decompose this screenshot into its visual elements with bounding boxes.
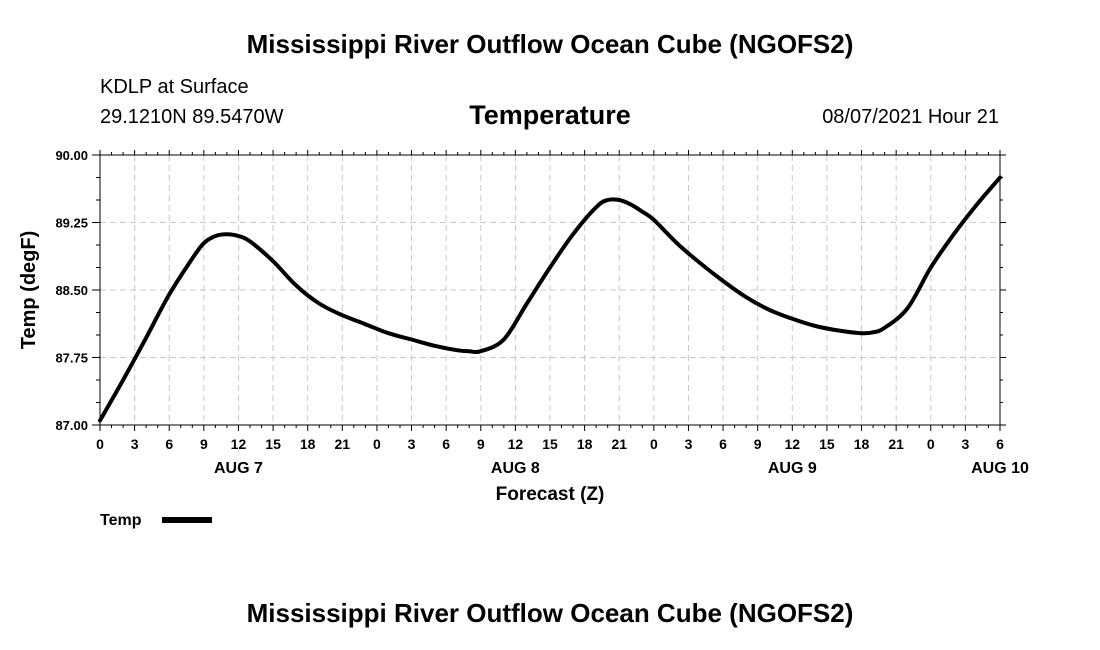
x-tick-label: 3 (408, 436, 416, 452)
x-tick-label: 9 (754, 436, 762, 452)
x-tick-label: 21 (888, 436, 904, 452)
legend-label: Temp (100, 512, 142, 529)
x-tick-label: 0 (927, 436, 935, 452)
x-tick-label: 9 (200, 436, 208, 452)
temp-series-line (98, 175, 1002, 423)
x-day-label: AUG 7 (214, 460, 263, 477)
y-tick-label: 88.50 (55, 283, 88, 298)
x-day-label: AUG 10 (971, 460, 1029, 477)
y-tick-label: 90.00 (55, 148, 88, 163)
x-tick-label: 0 (96, 436, 104, 452)
x-day-label: AUG 9 (768, 460, 817, 477)
x-day-label: AUG 8 (491, 460, 540, 477)
x-tick-label: 3 (685, 436, 693, 452)
x-tick-label: 15 (265, 436, 281, 452)
x-tick-label: 12 (508, 436, 524, 452)
x-tick-label: 15 (542, 436, 558, 452)
chart-title: Mississippi River Outflow Ocean Cube (NG… (246, 29, 854, 59)
y-tick-label: 89.25 (55, 216, 88, 231)
y-axis-label: Temp (degF) (18, 231, 40, 350)
x-axis-label: Forecast (Z) (496, 484, 605, 505)
x-axis-ticks: 0 3 6 9 12 15 18 21 0 3 6 9 12 15 18 21 0 3 6 9 12 15 18 21 0 3 6 (96, 150, 1004, 452)
y-axis-ticks: 87.00 87.75 88.50 89.25 90.00 (55, 148, 1006, 433)
x-tick-label: 3 (961, 436, 969, 452)
panel-title: Temperature (469, 100, 631, 130)
grid-lines (100, 155, 1000, 425)
x-tick-label: 18 (300, 436, 316, 452)
x-tick-label: 9 (477, 436, 485, 452)
x-tick-label: 0 (373, 436, 381, 452)
x-tick-label: 6 (442, 436, 450, 452)
x-tick-label: 12 (785, 436, 801, 452)
x-day-labels: AUG 7 AUG 8 AUG 9 AUG 10 (214, 460, 1029, 477)
x-tick-label: 6 (719, 436, 727, 452)
y-tick-label: 87.75 (55, 351, 88, 366)
station-label: KDLP at Surface (100, 76, 249, 98)
x-tick-label: 21 (335, 436, 351, 452)
x-tick-label: 21 (611, 436, 627, 452)
station-coordinates: 29.1210N 89.5470W (100, 106, 284, 128)
x-tick-label: 6 (165, 436, 173, 452)
x-tick-label: 12 (231, 436, 247, 452)
y-tick-label: 87.00 (55, 418, 88, 433)
x-tick-label: 18 (577, 436, 593, 452)
forecast-datetime: 08/07/2021 Hour 21 (822, 106, 999, 128)
x-tick-label: 18 (854, 436, 870, 452)
footer-title: Mississippi River Outflow Ocean Cube (NG… (246, 598, 854, 628)
x-tick-label: 3 (131, 436, 139, 452)
x-tick-label: 6 (996, 436, 1004, 452)
x-tick-label: 15 (819, 436, 835, 452)
x-tick-label: 0 (650, 436, 658, 452)
